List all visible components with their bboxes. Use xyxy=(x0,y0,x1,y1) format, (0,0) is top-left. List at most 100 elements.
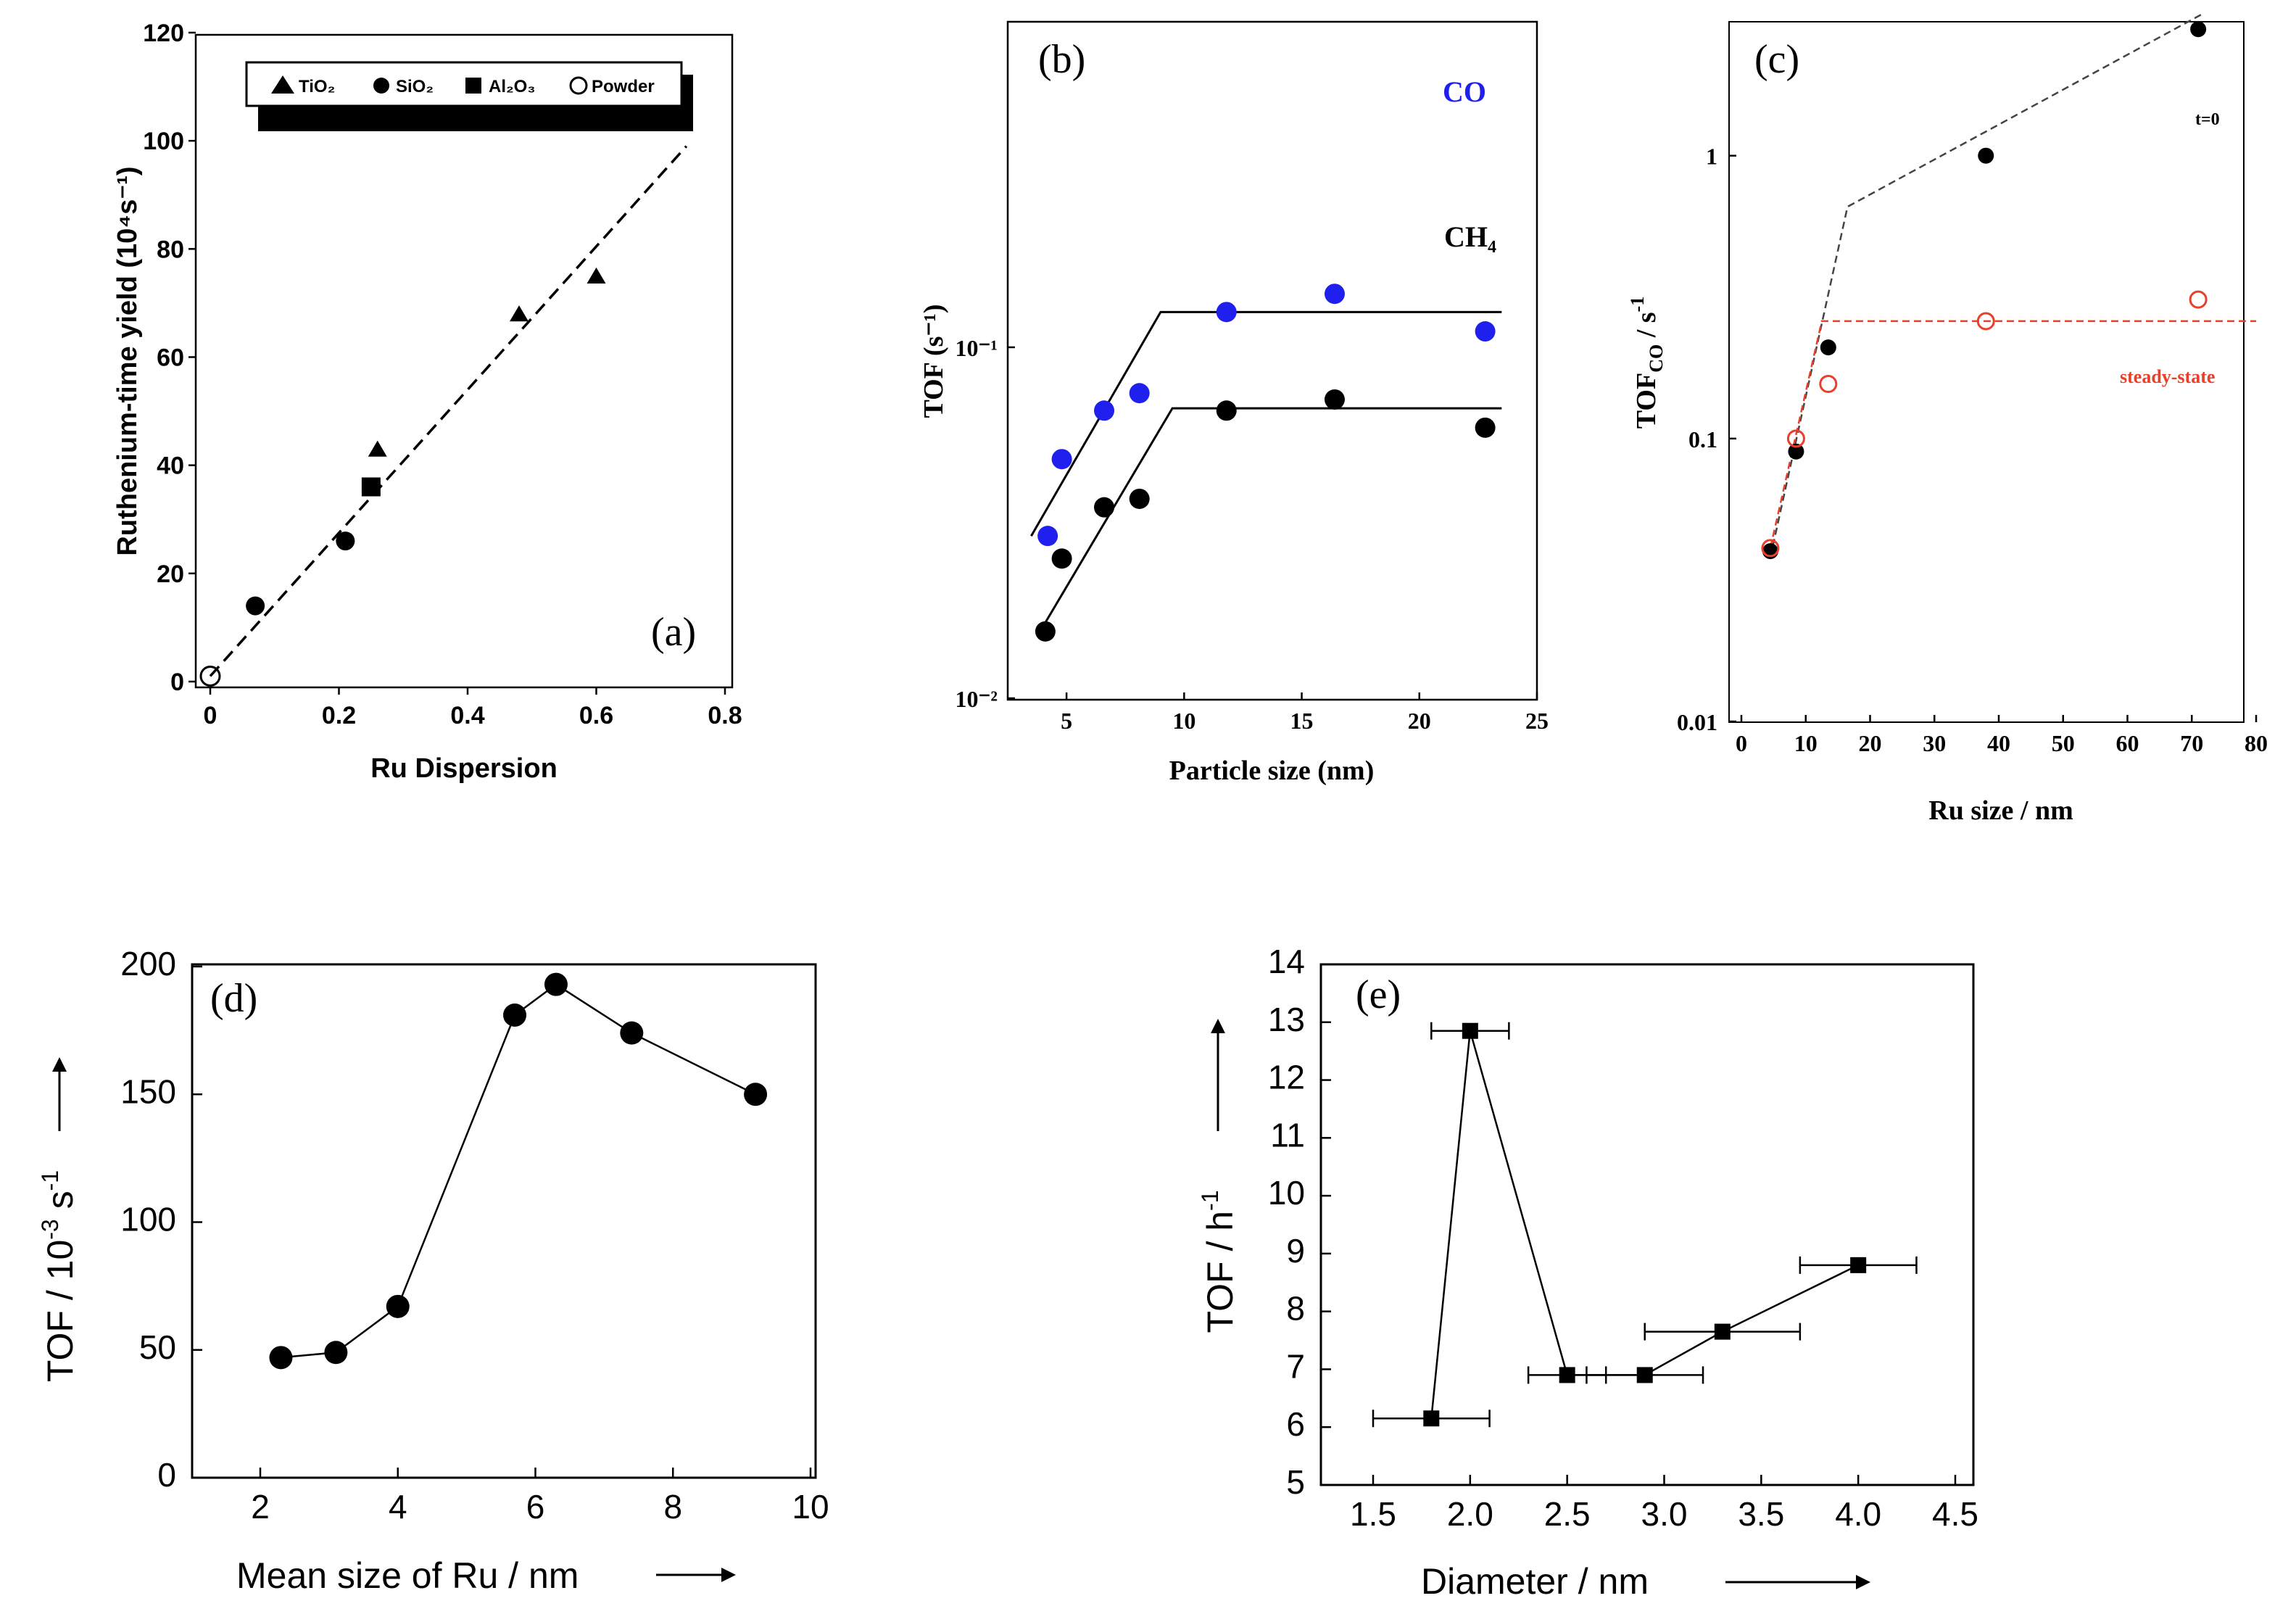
y-tick-label: 0.1 xyxy=(1688,426,1717,452)
data-point-e xyxy=(1559,1367,1575,1383)
plot-frame-a xyxy=(194,33,734,689)
x-tick-label: 0.4 xyxy=(450,702,484,729)
panel-label-a: (a) xyxy=(651,610,696,655)
panel-label-b: (b) xyxy=(1038,37,1085,82)
x-tick-label: 80 xyxy=(2245,730,2268,756)
y-tick-label: 20 xyxy=(157,560,184,588)
legend-marker-square xyxy=(465,78,481,94)
x-tick-label: 4 xyxy=(389,1488,407,1526)
x-tick-label: 10 xyxy=(1172,708,1195,734)
data-point-b xyxy=(1475,417,1496,438)
trend-line-c xyxy=(1769,320,2256,549)
legend-a: TiO₂ SiO₂ Al₂O₃ Powder xyxy=(245,61,693,131)
data-point-c xyxy=(1788,443,1804,460)
x-tick-label: 0.8 xyxy=(708,702,742,729)
y-tick-label: 8 xyxy=(1286,1290,1305,1328)
y-label-d-main: TOF / 10 xyxy=(40,1240,80,1382)
legend-marker-triangle xyxy=(271,75,294,94)
x-axis-label-e: Diameter / nm xyxy=(1421,1561,1649,1602)
panel-label-d: (d) xyxy=(210,976,257,1021)
data-point-d xyxy=(269,1346,293,1370)
y-tick-label: 100 xyxy=(143,128,184,155)
data-point-a xyxy=(336,531,355,551)
x-tick-label: 3.0 xyxy=(1641,1495,1688,1533)
series-label-t0: t=0 xyxy=(2195,110,2220,129)
data-point-b xyxy=(1216,400,1237,421)
legend-label-tio2: TiO₂ xyxy=(299,77,335,96)
x-tick-label: 1.5 xyxy=(1350,1495,1396,1533)
data-point-c xyxy=(1786,429,1805,448)
y-axis-arrow-e xyxy=(1211,1019,1225,1131)
x-tick-label: 60 xyxy=(2116,730,2139,756)
data-point-a xyxy=(587,267,606,284)
chart-a: 0 20 40 60 80 100 120 0 0.2 0.4 0.6 0.8 TiO₂ SiO₂ … xyxy=(112,20,742,784)
x-tick-label: 0.6 xyxy=(579,702,613,729)
panel-label-e: (e) xyxy=(1356,972,1401,1017)
plot-frame-c xyxy=(1728,21,2245,723)
x-axis-arrow-d xyxy=(656,1568,736,1582)
y-label-c-unit: / s xyxy=(1631,312,1662,344)
y-tick-label: 40 xyxy=(157,452,184,480)
x-axis-label-c: Ru size / nm xyxy=(1928,795,2073,826)
y-tick-label: 12 xyxy=(1268,1059,1305,1096)
data-point-d xyxy=(386,1294,410,1318)
chart-e: 5 6 7 8 9 10 11 12 13 14 1.5 2.0 2.5 3.0 3.5 4.0 4.5 (e… xyxy=(1197,943,1978,1602)
data-point-c xyxy=(1761,539,1780,558)
y-tick-label: 80 xyxy=(157,236,184,263)
x-tick-label: 10 xyxy=(1794,730,1818,756)
chart-c: 0.01 0.1 1 0 10 20 30 40 50 60 70 80 (c) t=0 stead… xyxy=(1627,12,2268,826)
data-point-b xyxy=(1324,389,1345,410)
y-label-d-exp: -3 xyxy=(37,1219,63,1239)
x-tick-label: 4.0 xyxy=(1835,1495,1881,1533)
y-tick-label: 60 xyxy=(157,344,184,372)
y-label-e-sup: -1 xyxy=(1197,1190,1223,1210)
data-point-a xyxy=(246,596,265,616)
legend-marker-circle xyxy=(373,78,389,94)
legend-marker-open-circle xyxy=(569,76,588,95)
x-tick-label: 70 xyxy=(2180,730,2203,756)
series-label-co: CO xyxy=(1443,75,1486,108)
data-point-e xyxy=(1423,1410,1440,1427)
panel-label-c: (c) xyxy=(1754,37,1799,82)
y-axis-label-d: TOF / 10-3 s-1 xyxy=(37,1170,80,1382)
data-point-e xyxy=(1850,1257,1867,1273)
y-tick-label: 100 xyxy=(120,1201,176,1238)
data-point-a xyxy=(368,440,387,457)
y-tick-label: 0 xyxy=(170,669,184,696)
x-tick-label: 0 xyxy=(204,702,217,729)
y-tick-label: 50 xyxy=(139,1328,176,1366)
data-point-b xyxy=(1035,621,1056,642)
data-point-e xyxy=(1714,1323,1731,1340)
y-axis-label-b: TOF (s⁻¹) xyxy=(919,304,949,418)
x-tick-label: 25 xyxy=(1525,708,1549,734)
y-tick-label: 10⁻¹ xyxy=(956,335,998,361)
series-label-ch4: CH₄ xyxy=(1444,220,1496,253)
data-point-b xyxy=(1094,400,1115,421)
y-tick-label: 11 xyxy=(1270,1116,1305,1154)
data-point-b xyxy=(1324,284,1345,305)
x-tick-label: 30 xyxy=(1923,730,1946,756)
x-axis-label-d: Mean size of Ru / nm xyxy=(236,1555,579,1596)
y-tick-label: 10⁻² xyxy=(956,686,998,712)
y-tick-label: 13 xyxy=(1268,1001,1305,1038)
data-point-b xyxy=(1129,383,1150,404)
data-point-d xyxy=(620,1021,644,1045)
x-tick-label: 2.5 xyxy=(1544,1495,1591,1533)
x-tick-label: 10 xyxy=(792,1488,829,1526)
trend-line-c xyxy=(1769,12,2205,558)
y-label-e-main: TOF / h xyxy=(1200,1211,1240,1333)
y-axis-label-e: TOF / h-1 xyxy=(1197,1190,1240,1333)
data-point-e xyxy=(1462,1022,1478,1039)
y-label-c-sub: CO xyxy=(1646,344,1667,373)
data-point-c xyxy=(1820,339,1836,356)
x-tick-label: 4.5 xyxy=(1932,1495,1978,1533)
data-point-c xyxy=(2189,290,2208,309)
y-tick-label: 1 xyxy=(1706,144,1717,170)
y-label-c-main: TOF xyxy=(1631,373,1662,429)
data-point-c xyxy=(1976,312,1995,331)
x-axis-label-a: Ru Dispersion xyxy=(370,753,558,784)
y-tick-label: 0.01 xyxy=(1677,709,1717,735)
plot-frame-e xyxy=(1319,963,1975,1486)
x-tick-label: 5 xyxy=(1061,708,1072,734)
